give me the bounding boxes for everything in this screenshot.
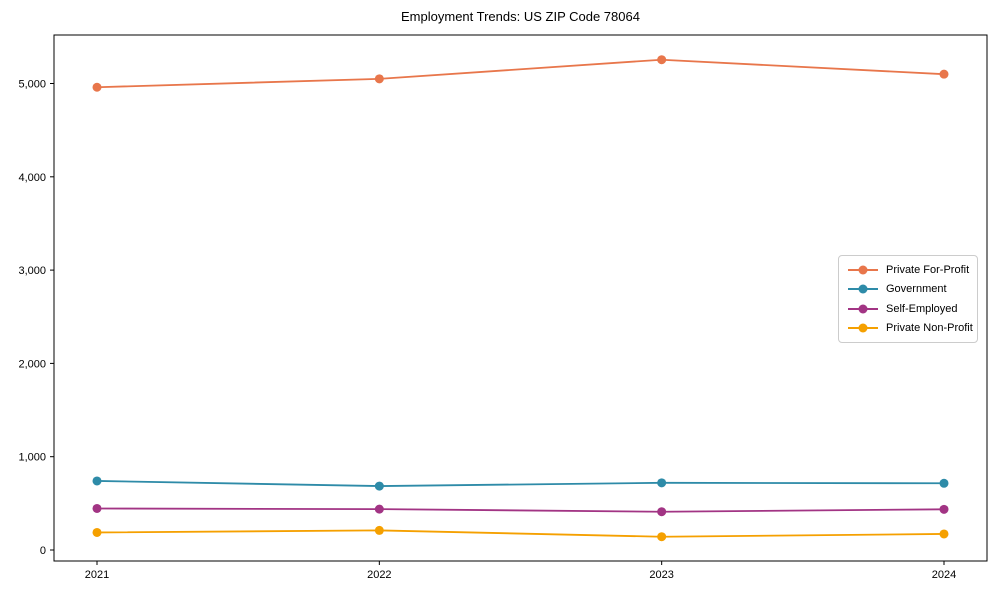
legend-item: Private For-Profit — [848, 260, 970, 280]
legend-line-marker-icon — [848, 303, 878, 314]
svg-text:2,000: 2,000 — [18, 358, 46, 370]
legend-line-marker-icon — [848, 284, 878, 295]
chart-legend: Private For-Profit Government Self-Emplo… — [838, 255, 978, 343]
legend-item-label: Private Non-Profit — [886, 322, 973, 335]
chart-title: Employment Trends: US ZIP Code 78064 — [401, 9, 640, 24]
legend-item-label: Government — [886, 283, 947, 296]
legend-line-marker-icon — [848, 323, 878, 334]
svg-text:1,000: 1,000 — [18, 452, 46, 464]
legend-item: Self-Employed — [848, 299, 968, 319]
svg-text:2023: 2023 — [649, 569, 673, 581]
legend-item: Private Non-Profit — [848, 319, 973, 339]
legend-line-marker-icon — [848, 264, 878, 275]
svg-text:4,000: 4,000 — [18, 172, 46, 184]
svg-text:3,000: 3,000 — [18, 265, 46, 277]
legend-item: Government — [848, 280, 968, 300]
svg-text:5,000: 5,000 — [18, 79, 46, 91]
svg-text:2024: 2024 — [932, 569, 956, 581]
legend-item-label: Self-Employed — [886, 302, 958, 315]
legend-item-label: Private For-Profit — [886, 263, 970, 276]
svg-text:2021: 2021 — [85, 569, 109, 581]
svg-text:0: 0 — [40, 545, 46, 557]
svg-text:2022: 2022 — [367, 569, 391, 581]
